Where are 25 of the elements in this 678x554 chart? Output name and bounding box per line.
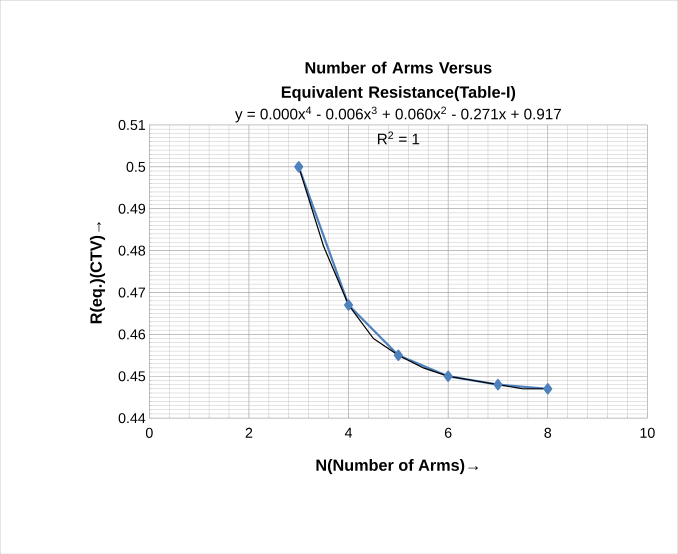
x-tick-label: 4 — [344, 428, 352, 438]
point — [394, 350, 403, 361]
x-tick-label: 2 — [246, 428, 252, 438]
y-tick-label: 0.48 — [118, 245, 146, 256]
point — [344, 299, 354, 311]
point — [493, 378, 502, 390]
x-tick-label: 8 — [544, 428, 552, 438]
y-tick-label: 0.49 — [118, 204, 146, 214]
y-tick-label: 0.46 — [118, 329, 146, 340]
x-tick-label: 6 — [444, 428, 452, 438]
y-tick-label: 0.51 — [118, 120, 146, 130]
point — [543, 383, 552, 394]
x-tick-label: 10 — [640, 428, 655, 438]
y-axis-title: R(eq.)(CTV)→ — [90, 222, 106, 324]
text: y = 0.000x$^{4}$ - 0.006x$^{3}$ + 0.060x$^{2}$ - 0.271x + 0.917 — [234, 106, 561, 122]
annotation: R$^{2}$ = 1 — [378, 131, 420, 144]
chart-title: Number of Arms Versus Equivalent Resistance(Table-I) — [282, 62, 516, 101]
y-tick-label: 0.44 — [118, 412, 146, 424]
x-tick-label: 0 — [146, 428, 153, 438]
y-tick-label: 0.5 — [126, 162, 146, 172]
point — [444, 370, 453, 382]
y-tick-label: 0.47 — [118, 287, 146, 298]
point — [294, 161, 304, 172]
x-axis-title: N(Number of Arms)→ — [316, 458, 478, 474]
y-tick-label: 0.45 — [118, 371, 146, 382]
